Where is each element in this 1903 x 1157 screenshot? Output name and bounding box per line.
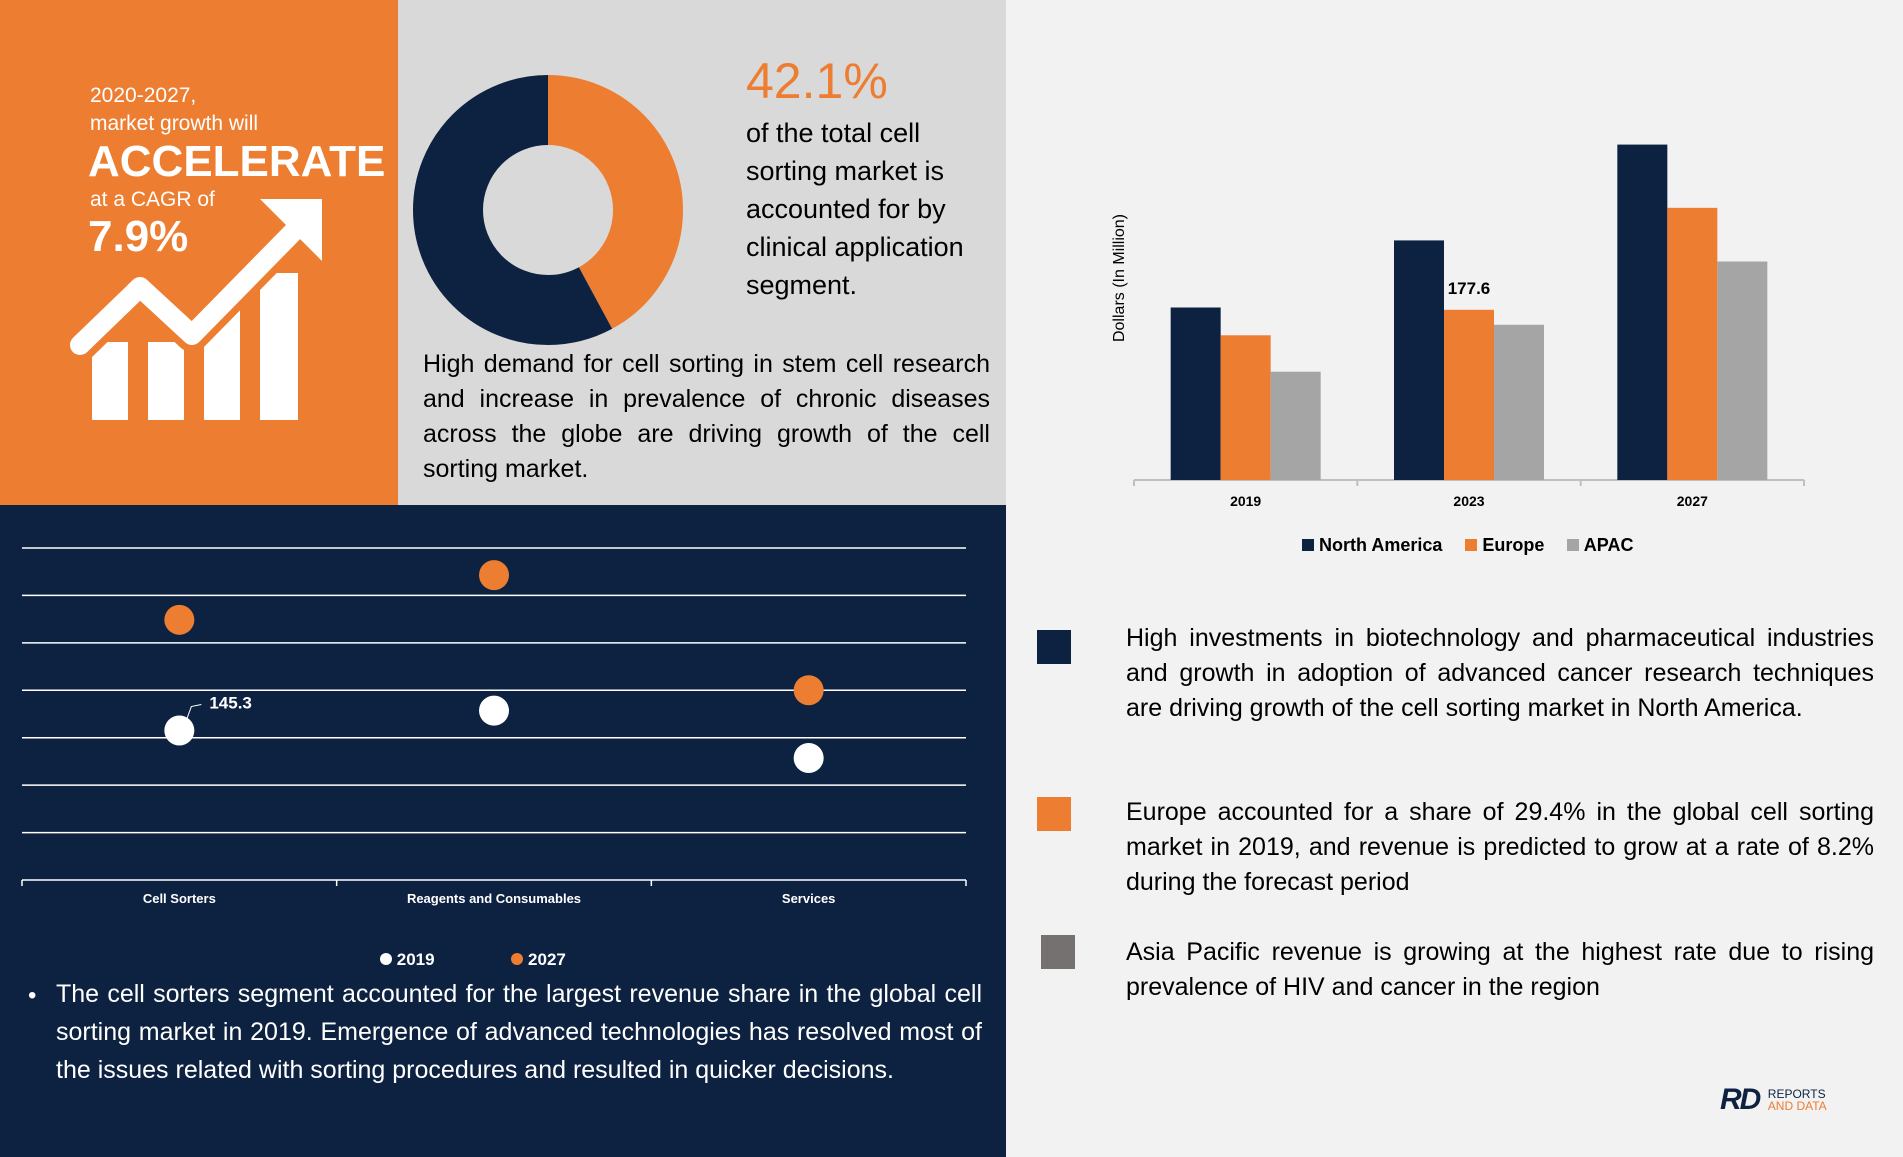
- region-text-europe: Europe accounted for a share of 29.4% in…: [1126, 798, 1874, 896]
- bar-north-america-2027: [1617, 144, 1668, 481]
- growth-bar: [148, 342, 184, 420]
- region-text-apac: Asia Pacific revenue is growing at the h…: [1126, 938, 1874, 1001]
- logo-mark: RD: [1720, 1083, 1761, 1116]
- bullet-marker: •: [28, 982, 37, 1009]
- legend-label-apac: APAC: [1583, 535, 1634, 555]
- bar-north-america-2023: [1394, 240, 1444, 480]
- bar-x-tick-label: 2019: [1230, 493, 1261, 509]
- donut-desc-line: clinical application: [746, 232, 964, 262]
- dot-2019-reagents-and-consumables: [479, 695, 509, 726]
- legend-label-2027: 2027: [528, 950, 566, 969]
- logo-line2: AND DATA: [1767, 1099, 1827, 1113]
- key-square-north-america: [1037, 630, 1071, 664]
- headline-line3: at a CAGR of: [90, 188, 215, 211]
- dot-leader-line: [182, 704, 202, 729]
- growth-bar: [260, 273, 298, 420]
- legend-label-europe: Europe: [1482, 535, 1545, 555]
- headline-line1: 2020-2027,: [90, 84, 197, 107]
- donut-description: of the total cell sorting market is acco…: [746, 114, 964, 304]
- donut-slice-1: [413, 75, 683, 345]
- bar-north-america-2019: [1170, 307, 1221, 480]
- growth-arrowhead: [260, 199, 322, 261]
- donut-chart: [413, 75, 683, 345]
- dot-x-tick-label: Reagents and Consumables: [407, 891, 581, 906]
- dot-data-label: 145.3: [209, 694, 252, 713]
- donut-percent: 42.1%: [746, 53, 888, 109]
- bar-legend: North America Europe APAC: [1302, 535, 1633, 556]
- headline-line2: market growth will: [90, 112, 259, 135]
- dot-legend: 2019 2027: [380, 950, 566, 970]
- headline-cagr: 7.9%: [88, 212, 189, 261]
- donut-desc-line: of the total cell: [746, 118, 921, 148]
- legend-swatch-apac: [1567, 539, 1580, 551]
- dot-2027-services: [793, 675, 824, 706]
- bar-y-axis-label: Dollars (In Million): [1111, 213, 1128, 343]
- legend-dot-2027: [511, 953, 524, 965]
- donut-desc-line: sorting market is: [746, 156, 945, 186]
- logo-line1: REPORTS: [1767, 1087, 1826, 1101]
- bar-x-tick-label: 2027: [1677, 493, 1708, 509]
- headline-panel: [0, 0, 398, 505]
- legend-swatch-north-america: [1302, 539, 1314, 551]
- dot-2019-services: [793, 743, 824, 774]
- region-text-north-america: High investments in biotechnology and ph…: [1126, 624, 1874, 722]
- bar-europe-2019: [1220, 335, 1271, 480]
- bar-apac-2023: [1494, 324, 1544, 480]
- headline-big: ACCELERATE: [88, 137, 386, 186]
- dot-x-tick-label: Services: [782, 891, 836, 906]
- bar-apac-2027: [1717, 261, 1768, 480]
- legend-label-north-america: North America: [1319, 535, 1443, 555]
- bar-x-tick-label: 2023: [1453, 493, 1484, 509]
- dot-2027-reagents-and-consumables: [479, 560, 509, 591]
- bar-data-label: 177.6: [1448, 279, 1491, 298]
- donut-desc-line: accounted for by: [746, 194, 946, 224]
- donut-paragraph: High demand for cell sorting in stem cel…: [423, 350, 990, 483]
- growth-bar: [92, 342, 128, 420]
- segment-dot-chart: 145.3 Cell Sorters Reagents and Consumable…: [21, 547, 967, 906]
- legend-swatch-europe: [1465, 539, 1478, 551]
- bar-europe-2023: [1444, 309, 1494, 480]
- growth-arrow-line: [70, 219, 306, 355]
- dot-2019-cell-sorters: [164, 715, 195, 746]
- legend-dot-2019: [380, 953, 392, 965]
- reports-and-data-logo: RD REPORTS AND DATA: [1720, 1083, 1827, 1117]
- dot-2027-cell-sorters: [164, 604, 195, 635]
- regional-bar-chart: 2019 177.6 2023 2027: [1133, 144, 1805, 509]
- bar-europe-2027: [1667, 207, 1718, 480]
- key-square-apac: [1041, 935, 1075, 969]
- donut-desc-line: segment.: [746, 270, 858, 300]
- dot-x-tick-label: Cell Sorters: [143, 891, 216, 906]
- growth-bar-arrow-icon: [70, 199, 322, 420]
- legend-label-2019: 2019: [396, 950, 435, 969]
- key-square-europe: [1037, 797, 1071, 831]
- segment-bullet-text: The cell sorters segment accounted for t…: [56, 980, 982, 1084]
- bar-apac-2019: [1270, 371, 1321, 480]
